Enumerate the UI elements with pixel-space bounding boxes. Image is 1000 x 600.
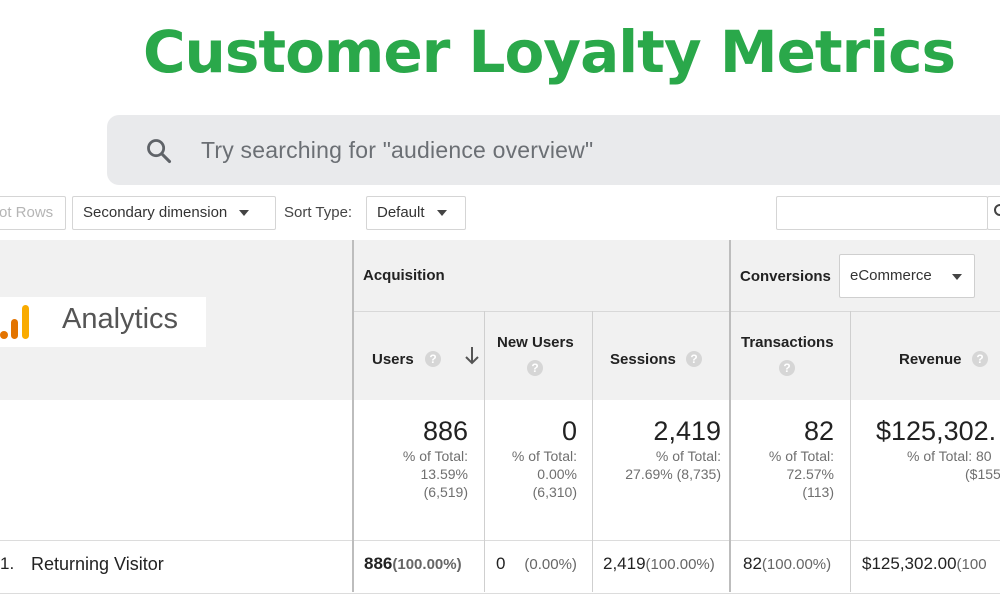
divider	[729, 240, 731, 592]
plot-rows-button[interactable]: ot Rows	[0, 196, 66, 230]
total-transactions-pct: 72.57%	[786, 466, 834, 482]
search-icon[interactable]	[145, 137, 173, 165]
total-revenue-pct-label: % of Total: 80	[907, 448, 992, 464]
search-input[interactable]: Try searching for "audience overview"	[201, 137, 594, 163]
total-transactions-pct-label: % of Total:	[768, 448, 834, 464]
total-new-users: 0 % of Total: 0.00% (6,310)	[486, 416, 577, 501]
acquisition-group-label: Acquisition	[363, 267, 445, 284]
row-new-users-pct: (0.00%)	[524, 556, 577, 573]
row-new-users: 0 (0.00%)	[496, 554, 577, 574]
divider	[352, 240, 354, 592]
total-revenue: $125,302. % of Total: 80 ($155,66	[876, 416, 1000, 483]
help-icon[interactable]: ?	[779, 360, 795, 376]
total-new-users-pct: 0.00%	[537, 466, 577, 482]
divider	[850, 311, 851, 592]
row-sessions: 2,419(100.00%)	[603, 554, 715, 574]
search-icon	[994, 204, 1000, 216]
total-users-value: 886	[422, 416, 468, 446]
sort-type-label: Sort Type:	[284, 204, 353, 221]
column-header-sessions[interactable]: Sessions	[610, 351, 676, 368]
total-sessions-value: 2,419	[653, 416, 721, 446]
divider	[592, 311, 593, 592]
help-icon[interactable]: ?	[686, 351, 702, 367]
sort-type-value: Default	[377, 204, 425, 221]
total-users-pct: 13.59%	[420, 466, 468, 482]
row-transactions-value: 82	[743, 554, 762, 573]
table-filter-input[interactable]	[776, 196, 988, 230]
secondary-dimension-dropdown[interactable]: Secondary dimension	[72, 196, 276, 230]
conversions-type-value: eCommerce	[850, 267, 932, 284]
total-sessions-pct-label: % of Total:	[655, 448, 721, 464]
total-revenue-value: $125,302.	[876, 416, 997, 446]
search-bar[interactable]: Try searching for "audience overview"	[107, 115, 1000, 185]
row-revenue-value: $125,302.00	[862, 554, 957, 573]
total-new-users-pct-label: % of Total:	[511, 448, 577, 464]
row-index: 1.	[0, 554, 15, 573]
divider	[353, 311, 1000, 312]
chevron-down-icon	[239, 210, 250, 217]
row-users-value: 886	[364, 554, 393, 573]
chevron-down-icon	[436, 210, 447, 217]
totals-row	[0, 400, 1000, 540]
help-icon[interactable]: ?	[425, 351, 441, 367]
row-revenue-pct: (100	[956, 556, 987, 573]
analytics-logo-text: Analytics	[62, 303, 179, 335]
page-title: Customer Loyalty Metrics	[142, 18, 956, 86]
total-users-pct-label: % of Total:	[402, 448, 468, 464]
column-header-users[interactable]: Users	[372, 351, 414, 368]
sort-type-dropdown[interactable]: Default	[366, 196, 466, 230]
total-new-users-total: (6,310)	[532, 484, 577, 500]
total-new-users-value: 0	[561, 416, 577, 446]
help-icon[interactable]: ?	[972, 351, 988, 367]
row-dimension-link[interactable]: Returning Visitor	[31, 554, 164, 574]
table-toolbar: ot Rows Secondary dimension Sort Type: D…	[0, 196, 1000, 236]
total-users-total: (6,519)	[423, 484, 468, 500]
row-transactions: 82(100.00%)	[743, 554, 831, 574]
row-users: 886(100.00%)	[364, 554, 462, 574]
total-sessions-pct-total: 27.69% (8,735)	[625, 466, 721, 482]
total-revenue-total: ($155,66	[965, 466, 1000, 482]
row-new-users-value: 0	[496, 554, 506, 573]
column-header-transactions[interactable]: Transactions	[741, 334, 834, 351]
analytics-logo-icon	[0, 305, 29, 339]
analytics-logo: Analytics	[0, 297, 206, 347]
chevron-down-icon	[952, 274, 962, 280]
total-users: 886 % of Total: 13.59% (6,519)	[355, 416, 468, 501]
arrow-down-icon[interactable]	[462, 345, 482, 367]
row-sessions-pct: (100.00%)	[645, 556, 715, 573]
row-revenue: $125,302.00(100	[862, 554, 1000, 574]
row-transactions-pct: (100.00%)	[761, 556, 832, 573]
conversions-type-dropdown[interactable]: eCommerce	[839, 254, 975, 298]
filter-search-button[interactable]	[987, 196, 1000, 230]
total-sessions: 2,419 % of Total: 27.69% (8,735)	[594, 416, 721, 483]
conversions-group-label: Conversions	[740, 268, 831, 285]
total-transactions: 82 % of Total: 72.57% (113)	[732, 416, 834, 501]
row-users-pct: (100.00%)	[392, 556, 462, 573]
table-row	[0, 540, 1000, 594]
row-sessions-value: 2,419	[603, 554, 646, 573]
total-transactions-value: 82	[803, 416, 834, 446]
divider	[484, 311, 485, 592]
column-header-revenue[interactable]: Revenue	[899, 351, 962, 368]
column-header-new-users[interactable]: New Users	[497, 334, 574, 351]
help-icon[interactable]: ?	[527, 360, 543, 376]
analytics-table: Analytics Acquisition Conversions eComme…	[0, 240, 1000, 600]
total-transactions-total: (113)	[802, 484, 834, 500]
secondary-dimension-label: Secondary dimension	[83, 204, 228, 221]
